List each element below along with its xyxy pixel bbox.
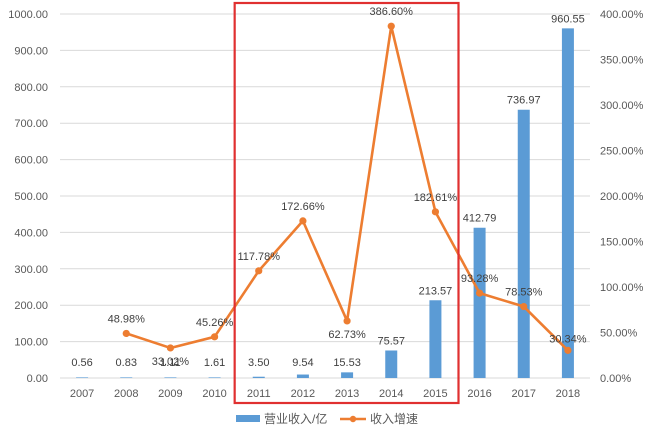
x-tick-label: 2013 [335, 388, 359, 400]
growth-data-label: 48.98% [108, 313, 146, 325]
left-tick-label: 0.00 [27, 373, 48, 385]
bar-data-label: 1.61 [204, 357, 225, 369]
growth-point [520, 302, 528, 311]
bar-data-label: 15.53 [333, 357, 361, 369]
growth-data-label: 33.02% [152, 356, 190, 368]
bar [120, 377, 133, 378]
bar [385, 350, 398, 378]
bar [208, 377, 221, 378]
bar-data-label: 1.11 [160, 357, 181, 369]
bar [473, 227, 486, 378]
bar-data-label: 960.55 [551, 13, 585, 25]
bar-data-label: 3.50 [248, 357, 269, 369]
x-tick-label: 2015 [423, 388, 447, 400]
revenue-bar-labels: 0.56 0.83 1.11 1.61 3.50 9.54 15.53 75.57 213.57… [71, 13, 584, 369]
growth-data-label: 62.73% [328, 329, 366, 341]
left-tick-label: 200.00 [14, 300, 48, 312]
bar-data-label: 0.56 [71, 357, 92, 369]
growth-point [387, 22, 395, 30]
bar-data-label: 0.83 [116, 357, 137, 369]
right-tick-label: 400.00% [600, 9, 644, 21]
growth-point [564, 346, 572, 354]
left-tick-label: 300.00 [14, 264, 48, 276]
left-tick-label: 700.00 [14, 118, 48, 130]
right-tick-label: 300.00% [600, 100, 644, 112]
left-tick-label: 800.00 [14, 82, 48, 94]
right-tick-label: 100.00% [600, 282, 644, 294]
x-tick-label: 2008 [114, 388, 138, 400]
bar [517, 109, 530, 378]
bar [76, 377, 89, 378]
bar [296, 374, 309, 378]
left-axis-ticks: 0.00 100.00 200.00 300.00 400.00 500.00 600.00… [8, 9, 48, 385]
growth-data-label: 30.34% [549, 333, 587, 345]
growth-line [125, 24, 569, 352]
revenue-bars [76, 28, 574, 378]
left-tick-label: 400.00 [14, 227, 48, 239]
x-tick-label: 2010 [202, 388, 226, 400]
left-tick-label: 600.00 [14, 155, 48, 167]
x-tick-label: 2011 [247, 388, 271, 400]
left-tick-label: 100.00 [14, 337, 48, 349]
legend-line-marker [349, 415, 357, 423]
x-tick-label: 2017 [512, 388, 536, 400]
bar-data-label: 213.57 [419, 285, 453, 297]
right-tick-label: 150.00% [600, 237, 644, 249]
x-tick-label: 2016 [467, 388, 491, 400]
legend-bar-swatch [236, 415, 260, 422]
right-tick-label: 250.00% [600, 146, 644, 158]
right-tick-label: 0.00% [600, 373, 631, 385]
growth-point [166, 344, 175, 352]
growth-data-label: 117.78% [237, 251, 280, 263]
growth-point [343, 317, 351, 325]
growth-data-label: 93.28% [461, 273, 499, 285]
growth-point [299, 217, 307, 225]
bar-data-label: 9.54 [292, 357, 313, 369]
growth-data-labels: 48.98% 33.02% 45.26% 117.78% 172.66% 62.73% 38… [108, 6, 587, 368]
growth-point [475, 289, 484, 297]
growth-data-label: 78.53% [505, 287, 543, 299]
growth-data-label: 172.66% [281, 201, 325, 213]
left-tick-label: 1000.00 [8, 9, 48, 21]
growth-point [431, 208, 440, 216]
growth-data-label: 45.26% [196, 317, 234, 329]
legend: 营业收入/亿 收入增速 [236, 411, 418, 426]
highlight-box [233, 1, 460, 405]
x-tick-label: 2012 [291, 388, 315, 400]
bar-data-label: 75.57 [377, 335, 405, 347]
legend-line-label: 收入增速 [370, 412, 418, 426]
left-tick-label: 500.00 [14, 191, 48, 203]
bar-data-label: 736.97 [507, 95, 541, 107]
x-tick-label: 2009 [158, 388, 182, 400]
bar [341, 372, 354, 378]
right-axis-ticks: 0.00% 50.00% 100.00% 150.00% 200.00% 250.00% 3… [600, 9, 644, 385]
bar-data-label: 412.79 [463, 213, 497, 225]
right-tick-label: 200.00% [600, 191, 644, 203]
growth-data-label: 182.61% [414, 192, 458, 204]
legend-bar-label: 营业收入/亿 [264, 411, 327, 426]
left-tick-label: 900.00 [14, 45, 48, 57]
x-tick-label: 2018 [556, 388, 580, 400]
x-tick-label: 2014 [379, 388, 403, 400]
bar [561, 28, 574, 378]
growth-point [210, 333, 219, 341]
right-tick-label: 50.00% [600, 328, 638, 340]
highlight-rect [233, 1, 460, 405]
right-tick-label: 350.00% [600, 55, 644, 67]
x-tick-label: 2007 [70, 388, 94, 400]
growth-point [255, 267, 263, 275]
growth-line-series [122, 22, 572, 354]
growth-data-label: 386.60% [370, 6, 414, 18]
growth-point [122, 329, 130, 338]
bar [164, 377, 177, 378]
x-axis-ticks: 2007 2008 2009 2010 2011 2012 2013 2014 2015 2016… [70, 388, 580, 400]
bar [429, 300, 442, 378]
bar [252, 376, 265, 378]
